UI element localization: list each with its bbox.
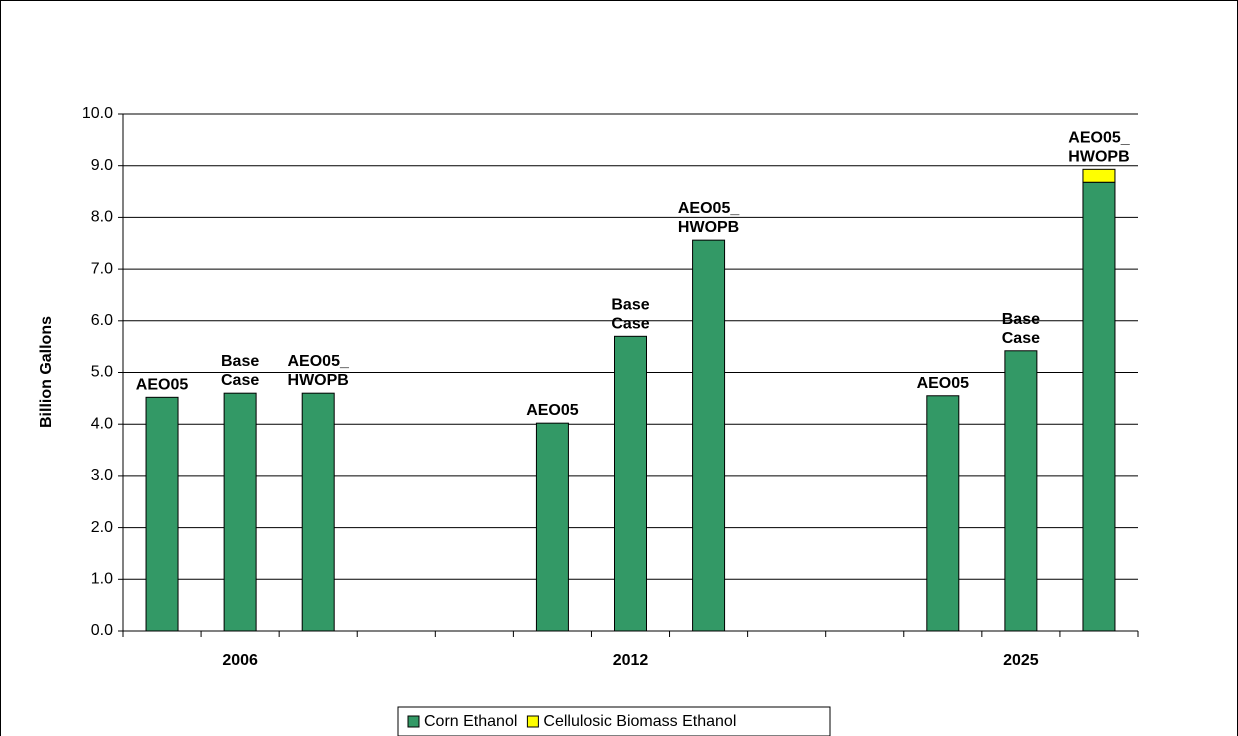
x-group-label: 2012: [613, 652, 649, 669]
y-tick-label: 0.0: [91, 622, 113, 639]
bar-label-line: AEO05: [526, 402, 579, 419]
bar-label-line: HWOPB: [288, 372, 349, 389]
bar-label-line: Base: [611, 297, 649, 314]
bar: [145, 396, 179, 632]
bar-label: Base Case: [1002, 311, 1040, 347]
y-axis-label: Billion Gallons: [38, 316, 55, 428]
x-group-label: 2006: [222, 652, 258, 669]
y-tick-label: 6.0: [91, 312, 113, 329]
bar: [1082, 181, 1116, 632]
bar-label: Base Case: [221, 353, 259, 389]
legend-label: Corn Ethanol: [424, 713, 517, 730]
y-tick-label: 1.0: [91, 571, 113, 588]
legend-swatch: [526, 715, 539, 728]
y-tick-label: 10.0: [82, 105, 113, 122]
bar: [692, 239, 726, 632]
y-tick-label: 7.0: [91, 260, 113, 277]
bar: [535, 422, 569, 632]
bar-label-line: AEO05: [136, 377, 189, 394]
bar-label: AEO05_ HWOPB: [678, 200, 740, 236]
bar: [926, 395, 960, 632]
legend-swatch: [407, 715, 420, 728]
bar-label-line: AEO05_: [288, 353, 350, 370]
bar-label-line: Base: [221, 353, 259, 370]
y-tick-label: 4.0: [91, 415, 113, 432]
bar-label: AEO05: [136, 377, 189, 394]
bar-label-line: AEO05_: [1068, 130, 1130, 147]
bar-label: AEO05: [526, 402, 579, 419]
y-tick-label: 9.0: [91, 157, 113, 174]
x-group-label: 2025: [1003, 652, 1039, 669]
bar: [1082, 168, 1116, 183]
bar-label: AEO05_ HWOPB: [288, 353, 350, 389]
y-tick-label: 2.0: [91, 519, 113, 536]
bar: [223, 392, 257, 632]
bar-label: AEO05: [917, 375, 970, 392]
bar-label-line: Case: [1002, 330, 1040, 347]
bar-label-line: Base: [1002, 311, 1040, 328]
y-tick-label: 5.0: [91, 364, 113, 381]
bar-label-line: Case: [611, 316, 649, 333]
bar: [301, 392, 335, 632]
bar: [1004, 350, 1038, 632]
bar: [614, 335, 647, 632]
y-tick-label: 8.0: [91, 209, 113, 226]
bar-label-line: Case: [221, 372, 259, 389]
y-tick-label: 3.0: [91, 467, 113, 484]
legend-box: [397, 706, 831, 736]
bar-label: AEO05_ HWOPB: [1068, 130, 1130, 166]
bar-label: Base Case: [611, 297, 649, 333]
legend-label: Cellulosic Biomass Ethanol: [543, 713, 736, 730]
legend: Corn Ethanol Cellulosic Biomass Ethanol: [397, 706, 831, 736]
bar-label-line: AEO05: [917, 375, 970, 392]
bar-label-line: AEO05_: [678, 200, 740, 217]
bar-label-line: HWOPB: [678, 219, 739, 236]
bar-label-line: HWOPB: [1068, 149, 1129, 166]
